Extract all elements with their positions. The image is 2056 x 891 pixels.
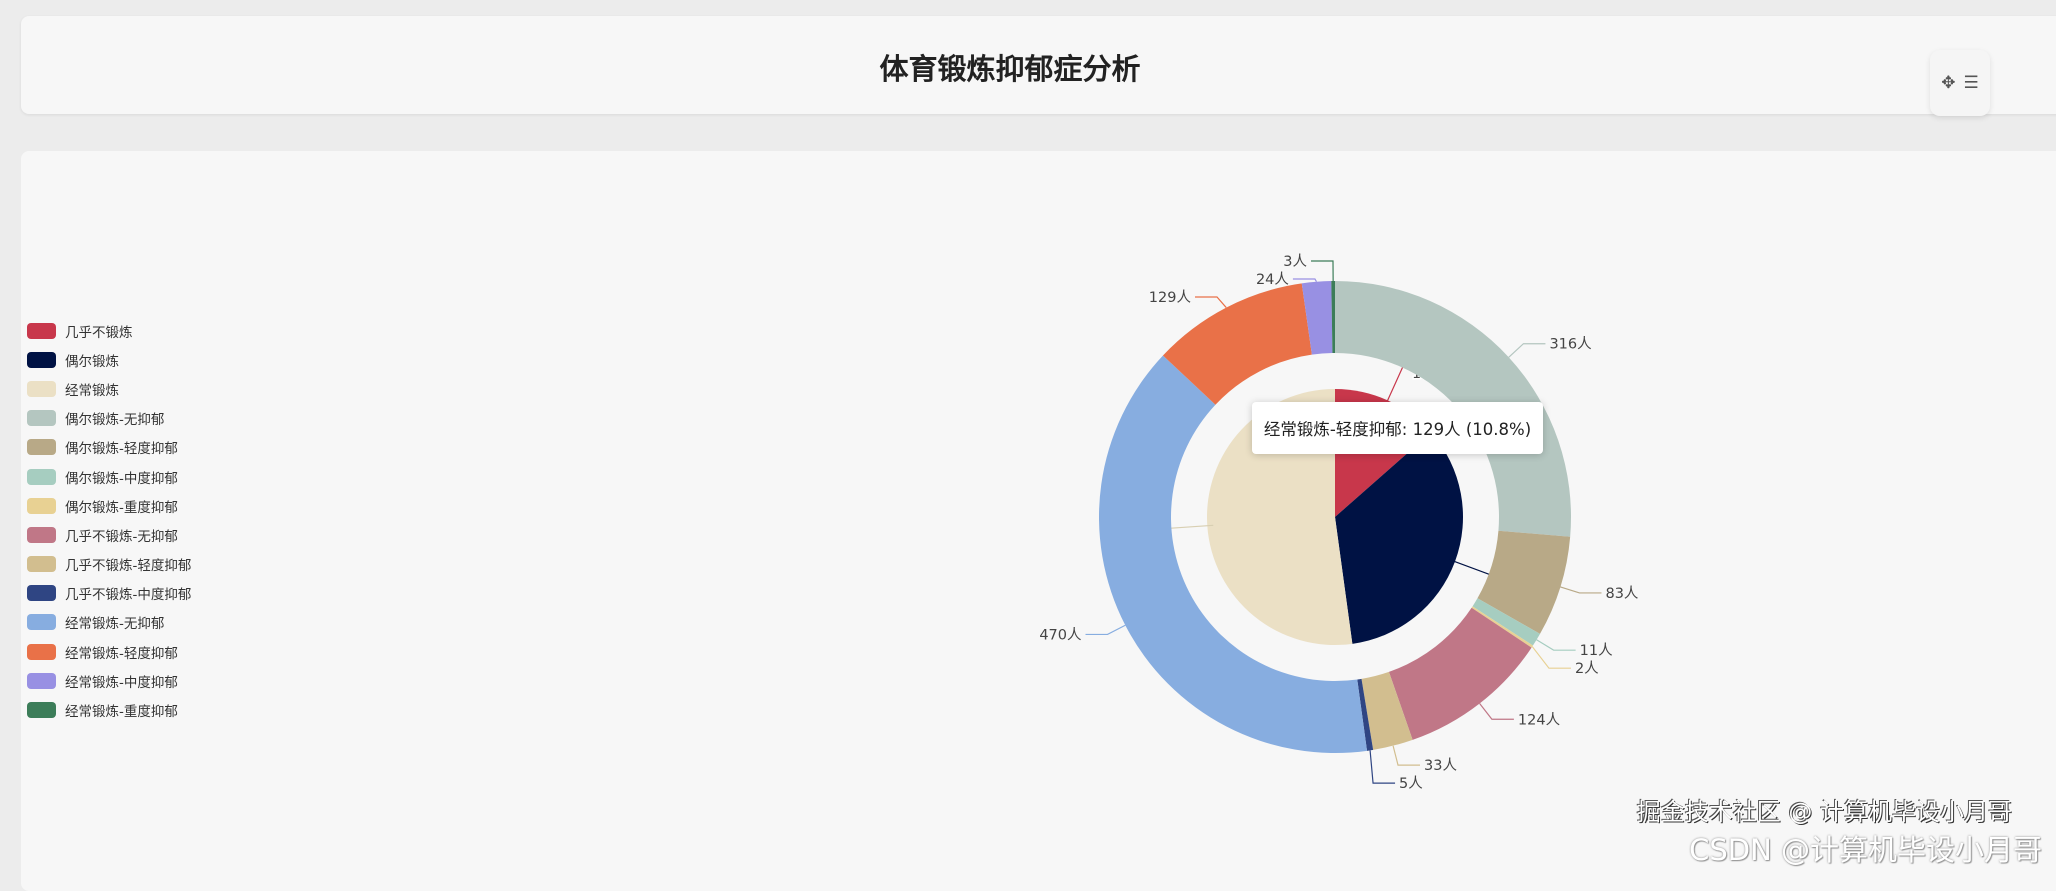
watermark-csdn: CSDN @计算机毕设小月哥 [1689,833,2042,867]
outer-label: 24人 [1256,271,1289,288]
outer-label: 33人 [1424,757,1457,774]
legend-item[interactable]: 偶尔锻炼-无抑郁 [27,404,191,433]
legend-swatch [27,410,56,427]
legend-swatch [27,351,56,368]
legend-label: 偶尔锻炼-重度抑郁 [65,499,178,516]
legend-swatch [27,643,56,660]
ring-slice[interactable] [1162,283,1312,405]
legend-item[interactable]: 几乎不锻炼-无抑郁 [27,520,191,549]
label-line [1508,343,1546,358]
outer-label: 470人 [1039,626,1081,643]
legend-swatch [27,380,56,397]
legend-label: 经常锻炼-无抑郁 [65,616,165,633]
legend-item[interactable]: 偶尔锻炼 [27,345,191,374]
legend-item[interactable]: 经常锻炼-轻度抑郁 [27,637,191,666]
ring-slice[interactable] [1099,355,1368,753]
label-line [1384,363,1411,407]
legend-item[interactable]: 经常锻炼-中度抑郁 [27,666,191,695]
label-line [1560,586,1602,594]
chart-card [21,151,2056,891]
label-line [1194,296,1227,308]
legend-label: 几乎不锻炼-轻度抑郁 [65,558,192,575]
legend-item[interactable]: 经常锻炼 [27,374,191,403]
legend-item[interactable]: 几乎不锻炼-轻度抑郁 [27,550,191,579]
legend-label: 经常锻炼-重度抑郁 [65,704,178,721]
legend-label: 偶尔锻炼-轻度抑郁 [65,441,178,458]
outer-label: 5人 [1399,775,1423,792]
legend-swatch [27,672,56,689]
legend-swatch [27,585,56,602]
label-line [1392,745,1421,766]
label-line [1310,260,1334,282]
outer-label: 129人 [1149,289,1191,306]
outer-label: 3人 [1283,253,1307,270]
legend-item[interactable]: 几乎不锻炼 [27,316,191,345]
outer-label: 11人 [1580,642,1613,659]
chart-tooltip: 经常锻炼-轻度抑郁: 129人 (10.8%) [1252,402,1543,454]
ring-slice[interactable] [1357,678,1374,751]
ring-slice[interactable] [1335,281,1572,537]
outer-label: 316人 [1549,336,1591,353]
legend-item[interactable]: 经常锻炼-重度抑郁 [27,695,191,724]
watermark-juejin: 掘金技术社区 @ 计算机毕设小月哥 [1636,798,2012,826]
ring-slice[interactable] [1331,281,1335,354]
label-line [1369,750,1396,784]
legend-item[interactable]: 偶尔锻炼-重度抑郁 [27,491,191,520]
legend-item[interactable]: 经常锻炼-无抑郁 [27,608,191,637]
legend-label: 几乎不锻炼 [65,324,133,341]
legend-item[interactable]: 几乎不锻炼-中度抑郁 [27,579,191,608]
ring-slice[interactable] [1471,606,1533,648]
legend-swatch [27,614,56,631]
legend-swatch [27,556,56,573]
label-line [1536,639,1576,651]
label-line [1085,624,1126,636]
legend-item[interactable]: 偶尔锻炼-轻度抑郁 [27,433,191,462]
ring-slice[interactable] [1388,607,1532,740]
header-card [21,16,2056,114]
label-line [1292,278,1318,283]
legend-label: 经常锻炼-轻度抑郁 [65,645,178,662]
page-title: 体育锻炼抑郁症分析 [879,52,1141,86]
ring-slice[interactable] [1361,671,1413,750]
legend-label: 偶尔锻炼 [65,353,119,370]
legend-label: 偶尔锻炼-中度抑郁 [65,470,178,487]
legend-swatch [27,526,56,543]
list-menu-icon[interactable]: ☰ [1963,73,1979,93]
ring-slice[interactable] [1301,281,1333,355]
move-arrows-icon[interactable]: ✥ [1941,73,1956,93]
label-line [1531,646,1571,669]
pie-slice[interactable] [1335,432,1463,644]
legend-swatch [27,497,56,514]
label-line [1479,703,1514,720]
legend-swatch [27,702,56,719]
legend-swatch [27,468,56,485]
legend-swatch [27,322,56,339]
outer-label: 2人 [1575,660,1599,677]
legend-label: 经常锻炼-中度抑郁 [65,674,178,691]
outer-label: 83人 [1605,585,1638,602]
legend-item[interactable]: 偶尔锻炼-中度抑郁 [27,462,191,491]
ring-slice[interactable] [1477,530,1571,634]
legend-label: 偶尔锻炼-无抑郁 [65,412,165,429]
legend-label: 几乎不锻炼-中度抑郁 [65,587,192,604]
chart-legend: 几乎不锻炼偶尔锻炼经常锻炼偶尔锻炼-无抑郁 偶尔锻炼-轻度抑郁 偶尔锻炼-中度抑郁偶… [27,316,191,725]
legend-label: 经常锻炼 [65,382,119,399]
outer-label: 124人 [1518,711,1560,728]
chart-toolbox: ✥ ☰ [1930,50,1990,116]
ring-slice[interactable] [1472,598,1540,646]
legend-label: 几乎不锻炼-无抑郁 [65,528,178,545]
legend-swatch [27,439,56,456]
